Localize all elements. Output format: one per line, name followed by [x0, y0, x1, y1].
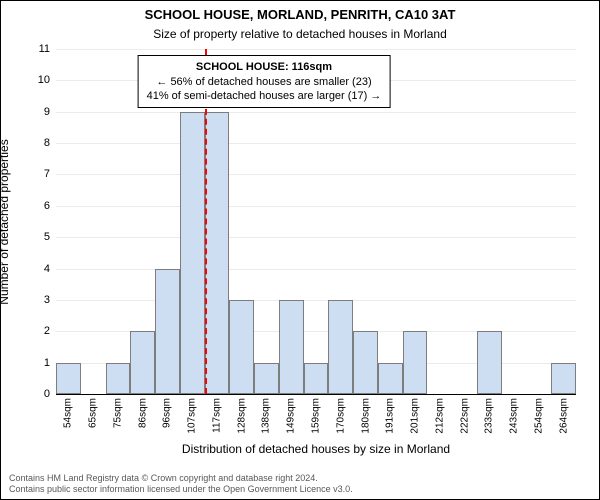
x-tick-label: 264sqm	[558, 398, 569, 434]
x-tick-label: 201sqm	[410, 398, 421, 434]
credits-text: Contains HM Land Registry data © Crown c…	[9, 473, 353, 496]
baseline	[56, 394, 576, 395]
x-tick-label: 107sqm	[187, 398, 198, 434]
x-tick-label: 75sqm	[112, 398, 123, 428]
x-tick-label: 96sqm	[162, 398, 173, 428]
bar	[229, 300, 254, 394]
bar	[106, 363, 131, 394]
x-tick-label: 65sqm	[88, 398, 99, 428]
x-axis-title: Distribution of detached houses by size …	[56, 442, 576, 456]
bar	[403, 331, 428, 394]
chart-title: SCHOOL HOUSE, MORLAND, PENRITH, CA10 3AT	[1, 7, 599, 22]
bar	[130, 331, 155, 394]
figure-root: SCHOOL HOUSE, MORLAND, PENRITH, CA10 3AT…	[0, 0, 600, 500]
bar	[304, 363, 329, 394]
y-tick-label: 0	[44, 388, 56, 400]
bar	[56, 363, 81, 394]
x-tick-label: 117sqm	[211, 398, 222, 433]
y-tick-label: 3	[44, 294, 56, 306]
bar	[378, 363, 403, 394]
x-tick-label: 191sqm	[385, 398, 396, 434]
grid-line	[56, 112, 576, 113]
annotation-line1: SCHOOL HOUSE: 116sqm	[147, 60, 382, 74]
grid-line	[56, 269, 576, 270]
bar	[254, 363, 279, 394]
x-tick-label: 54sqm	[63, 398, 74, 428]
credits-line1: Contains HM Land Registry data © Crown c…	[9, 473, 353, 484]
x-tick-label: 170sqm	[335, 398, 346, 434]
x-tick-label: 159sqm	[311, 398, 322, 434]
x-tick-label: 180sqm	[360, 398, 371, 434]
grid-line	[56, 300, 576, 301]
y-tick-label: 10	[38, 74, 56, 86]
bar	[353, 331, 378, 394]
y-axis-title: Number of detached properties	[0, 139, 11, 304]
y-tick-label: 2	[44, 325, 56, 337]
credits-line2: Contains public sector information licen…	[9, 484, 353, 495]
x-tick-label: 233sqm	[484, 398, 495, 434]
bar	[279, 300, 304, 394]
y-tick-label: 1	[44, 357, 56, 369]
y-tick-label: 7	[44, 168, 56, 180]
y-tick-label: 8	[44, 137, 56, 149]
bar	[551, 363, 576, 394]
x-tick-label: 254sqm	[533, 398, 544, 434]
grid-line	[56, 174, 576, 175]
x-tick-label: 149sqm	[286, 398, 297, 434]
annotation-line2: ← 56% of detached houses are smaller (23…	[147, 75, 382, 89]
x-tick-label: 212sqm	[434, 398, 445, 434]
bar	[180, 112, 205, 394]
y-tick-label: 4	[44, 263, 56, 275]
grid-line	[56, 237, 576, 238]
y-tick-label: 6	[44, 200, 56, 212]
bar	[155, 269, 180, 394]
bar	[328, 300, 353, 394]
x-tick-label: 128sqm	[236, 398, 247, 434]
plot-area: 0123456789101154sqm65sqm75sqm86sqm96sqm1…	[56, 49, 576, 394]
y-tick-label: 9	[44, 106, 56, 118]
annotation-box: SCHOOL HOUSE: 116sqm ← 56% of detached h…	[138, 55, 391, 108]
grid-line	[56, 206, 576, 207]
y-tick-label: 11	[39, 43, 56, 55]
x-tick-label: 86sqm	[137, 398, 148, 428]
annotation-line3: 41% of semi-detached houses are larger (…	[147, 89, 382, 103]
grid-line	[56, 143, 576, 144]
x-tick-label: 222sqm	[459, 398, 470, 434]
bar	[205, 112, 230, 394]
y-tick-label: 5	[44, 231, 56, 243]
x-tick-label: 243sqm	[509, 398, 520, 434]
chart-subtitle: Size of property relative to detached ho…	[1, 27, 599, 41]
x-tick-label: 138sqm	[261, 398, 272, 434]
bar	[477, 331, 502, 394]
grid-line	[56, 49, 576, 50]
